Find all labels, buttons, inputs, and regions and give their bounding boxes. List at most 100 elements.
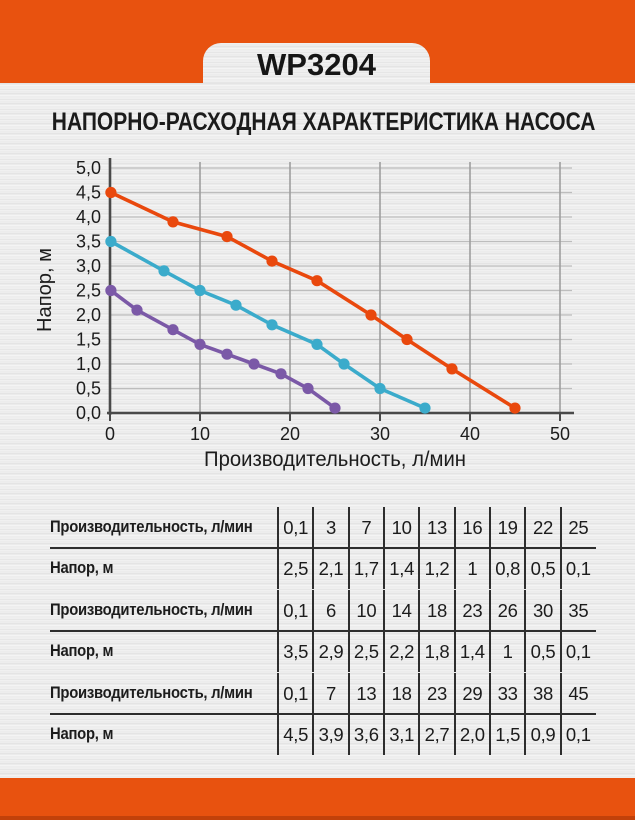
table-cell: 25 — [568, 516, 589, 538]
data-point — [194, 284, 206, 297]
table-cell: 0,1 — [565, 723, 591, 745]
column-separator-line — [277, 507, 279, 589]
svg-text:0,5: 0,5 — [76, 379, 101, 399]
table-cell: 2,5 — [353, 640, 379, 662]
table-cell: 0,1 — [565, 557, 591, 579]
chart-tick-labels: 0,0 0,5 1,0 1,5 2,0 2,5 3,0 3,5 4,0 4,5 5,0 0 10 20 30… — [76, 158, 570, 444]
table-cell: 13 — [427, 516, 447, 538]
data-point — [374, 382, 386, 395]
table-cell: 30 — [533, 599, 553, 621]
data-point — [311, 338, 323, 350]
table-cell: 23 — [462, 599, 483, 621]
svg-text:4,5: 4,5 — [76, 183, 101, 203]
y-axis-title: Напор, м — [34, 248, 56, 332]
column-separator-line — [489, 673, 491, 755]
column-separator-line — [489, 507, 491, 589]
svg-text:3,5: 3,5 — [76, 232, 101, 252]
svg-text:1,0: 1,0 — [76, 354, 101, 374]
model-tab: WP3204 — [203, 43, 430, 83]
pump-table-1: Производительность, л/мин 0,1 3 7 10 13 16 19 22… — [50, 507, 596, 589]
table-cell: 29 — [462, 682, 483, 704]
table-cell: 0,8 — [495, 557, 521, 579]
table-cell: 18 — [427, 599, 447, 621]
svg-text:2,0: 2,0 — [76, 305, 101, 325]
series-curve-high — [105, 186, 521, 414]
table-cell: 1 — [467, 557, 478, 579]
table-cell: 13 — [356, 682, 377, 704]
column-separator-line — [312, 590, 315, 672]
table-cell: 1,4 — [459, 640, 485, 662]
table-cell: 38 — [533, 682, 553, 704]
table-cell: 7 — [325, 682, 336, 704]
table-cell: 19 — [497, 516, 518, 538]
row-separator-line — [50, 630, 596, 632]
table-cell: 23 — [427, 682, 447, 704]
data-point — [105, 186, 117, 199]
chart-grid — [110, 162, 572, 413]
table-cell: 0,1 — [283, 599, 309, 621]
column-separator-line — [453, 673, 456, 755]
flow-row-label: Производительность, л/мин — [50, 684, 253, 702]
data-point — [509, 402, 521, 414]
pump-table-3: Производительность, л/мин 0,1 7 13 18 23 29 33 3… — [50, 673, 596, 755]
data-point — [230, 299, 242, 311]
column-separator-line — [524, 590, 527, 672]
data-point — [329, 402, 341, 414]
table-cell: 16 — [462, 516, 483, 538]
data-point — [266, 319, 278, 331]
svg-text:5,0: 5,0 — [76, 158, 101, 178]
table-cell: 0,5 — [530, 640, 556, 662]
chart-axis-titles: Производительность, л/мин Напор, м — [34, 248, 466, 471]
row-separator-line — [50, 713, 596, 715]
column-separator-line — [312, 673, 315, 755]
table-cell: 3,6 — [353, 723, 379, 745]
data-point — [105, 235, 117, 248]
data-point — [248, 358, 260, 370]
series-curve-mid — [105, 235, 431, 414]
table-cell: 2,5 — [283, 557, 309, 579]
data-point — [338, 358, 350, 370]
data-point — [419, 402, 431, 414]
table-cell: 22 — [533, 516, 553, 538]
table-cell: 18 — [391, 682, 412, 704]
pump-table-2: Производительность, л/мин 0,1 6 10 14 18 23 26 3… — [50, 590, 596, 672]
table-cell: 6 — [325, 599, 336, 621]
data-point — [275, 368, 287, 380]
column-separator-line — [524, 507, 527, 589]
flow-row-label: Производительность, л/мин — [50, 601, 253, 619]
column-separator-line — [347, 590, 350, 672]
table-cell: 26 — [497, 599, 518, 621]
svg-text:0,0: 0,0 — [76, 403, 101, 423]
svg-text:0: 0 — [105, 424, 115, 444]
data-point — [158, 265, 170, 277]
svg-text:2,5: 2,5 — [76, 281, 101, 301]
column-separator-line — [524, 673, 527, 755]
table-cell: 1,8 — [424, 640, 450, 662]
table-cell: 1,7 — [353, 557, 379, 579]
table-cell: 2,7 — [424, 723, 450, 745]
table-cell: 0,1 — [283, 516, 309, 538]
column-separator-line — [418, 590, 421, 672]
table-cell: 4,5 — [283, 723, 309, 745]
column-separator-line — [453, 507, 456, 589]
data-point — [266, 255, 278, 267]
series-curve-low — [105, 284, 341, 414]
table-cell: 14 — [391, 599, 412, 621]
column-separator-line — [277, 673, 279, 755]
column-separator-line — [559, 590, 562, 672]
data-point — [131, 304, 143, 316]
x-axis-title: Производительность, л/мин — [204, 448, 466, 471]
chart-axes — [107, 158, 574, 421]
table-cell: 1,4 — [389, 557, 415, 579]
head-row-label: Напор, м — [50, 725, 114, 743]
page-title-text: НАПОРНО-РАСХОДНАЯ ХАРАКТЕРИСТИКА НАСОСА — [51, 108, 596, 136]
data-point — [221, 348, 233, 360]
model-name: WP3204 — [257, 46, 376, 82]
table-cell: 2,1 — [318, 557, 344, 579]
table-cell: 1 — [502, 640, 513, 662]
table-cell: 2,9 — [318, 640, 344, 662]
table-cell: 7 — [361, 516, 372, 538]
data-point — [401, 333, 413, 346]
column-separator-line — [489, 590, 491, 672]
